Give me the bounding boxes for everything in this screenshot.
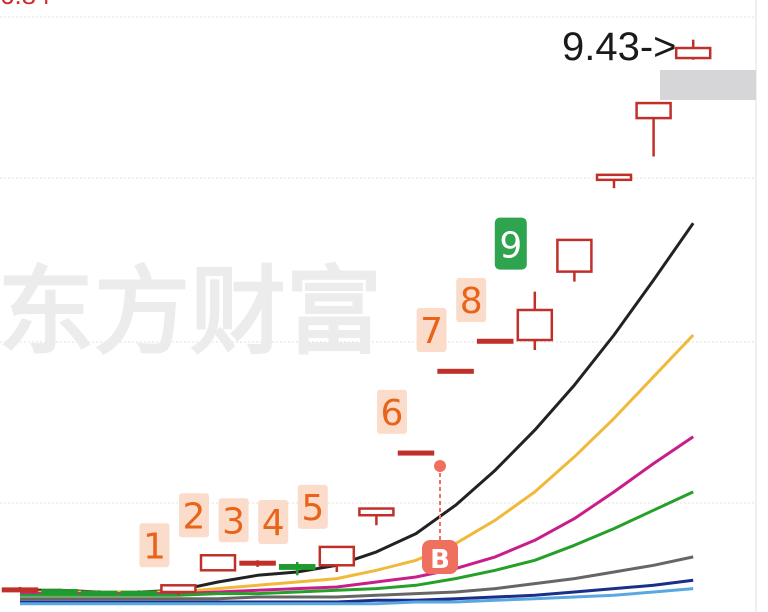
count-label-text: 6 <box>381 393 404 434</box>
candles <box>1 39 712 596</box>
candle-body <box>160 584 197 594</box>
count-label-text: 7 <box>420 311 443 352</box>
candle <box>120 590 158 596</box>
candle-body <box>199 554 237 572</box>
count-label: 8 <box>456 278 487 323</box>
candle <box>516 291 554 351</box>
ma-line-magenta <box>20 435 695 596</box>
count-label-text: 5 <box>301 488 324 529</box>
count-label: 7 <box>416 308 447 353</box>
watermark-text: 东方财富 <box>0 256 382 368</box>
candle-body <box>1 587 39 593</box>
count-label-bg <box>377 389 407 434</box>
count-label-bg <box>416 308 447 353</box>
candle-body <box>358 507 395 517</box>
count-label: 6 <box>377 389 407 434</box>
candle <box>80 590 118 596</box>
count-label: 2 <box>179 493 209 538</box>
candle <box>318 545 356 572</box>
candle <box>595 173 633 189</box>
green-count-badge: 9 <box>494 217 527 270</box>
count-label-text: 4 <box>262 503 285 544</box>
ma-line-yellow <box>20 333 695 594</box>
ma-line-lightblue <box>20 587 694 606</box>
candle-body <box>318 545 356 567</box>
candle-body <box>80 590 118 596</box>
candle <box>41 588 78 595</box>
candle <box>160 584 197 596</box>
count-label-text: 2 <box>183 496 206 537</box>
candle <box>199 554 237 572</box>
count-label-bg <box>139 523 170 568</box>
candle-body <box>120 590 158 596</box>
buy-signal: B <box>422 460 458 575</box>
candle <box>437 368 474 374</box>
count-label-text: 3 <box>222 501 245 542</box>
count-label: 1 <box>139 523 170 568</box>
signal-badge-bg <box>422 540 458 574</box>
count-label-text: 1 <box>143 526 166 567</box>
signal-dot <box>434 460 446 472</box>
candle <box>397 450 435 456</box>
candle <box>358 507 395 526</box>
ma-line-gray <box>20 555 694 601</box>
count-label-bg <box>297 484 328 529</box>
count-label-bg <box>456 278 487 323</box>
count-label: 3 <box>218 498 249 543</box>
ma-line-navy <box>20 578 694 604</box>
candle-body <box>278 564 316 570</box>
count-label: 4 <box>258 499 289 544</box>
candle <box>1 586 39 593</box>
green-badge-bg <box>494 217 527 270</box>
candle <box>476 338 514 344</box>
candle-body <box>556 238 593 273</box>
candle-body <box>397 450 435 456</box>
candle <box>674 39 712 60</box>
candle-body <box>476 338 514 344</box>
candle <box>556 238 593 282</box>
candle <box>635 101 672 157</box>
count-label-bg <box>218 498 249 543</box>
count-label: 5 <box>297 484 328 529</box>
candle-body <box>437 368 474 374</box>
candle-body <box>516 308 554 342</box>
candle <box>278 561 316 576</box>
count-label-bg <box>258 499 289 544</box>
candle-body <box>41 589 78 595</box>
candle <box>239 560 276 567</box>
candle-body <box>674 46 712 60</box>
green-badge-text: 9 <box>499 226 522 267</box>
count-label-bg <box>179 493 209 538</box>
price-marker: 9.43-> <box>562 25 677 69</box>
price-axis-highlight <box>660 70 756 100</box>
count-label-text: 8 <box>460 281 483 322</box>
candle-body <box>595 173 633 182</box>
top-price-fragment: 6.84 <box>0 0 51 10</box>
signal-badge-text: B <box>430 545 450 575</box>
candle-body <box>635 101 672 120</box>
candle-body <box>239 560 276 566</box>
